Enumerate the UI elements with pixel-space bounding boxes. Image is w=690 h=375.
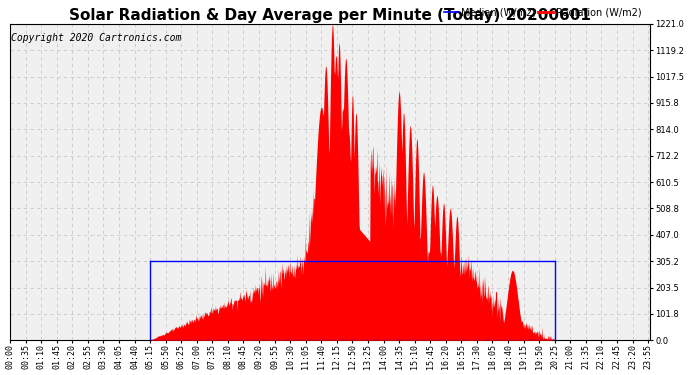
Legend: Median (W/m2), Radiation (W/m2): Median (W/m2), Radiation (W/m2) [440, 3, 645, 21]
Text: Copyright 2020 Cartronics.com: Copyright 2020 Cartronics.com [11, 33, 181, 43]
Title: Solar Radiation & Day Average per Minute (Today) 20200601: Solar Radiation & Day Average per Minute… [69, 8, 591, 22]
